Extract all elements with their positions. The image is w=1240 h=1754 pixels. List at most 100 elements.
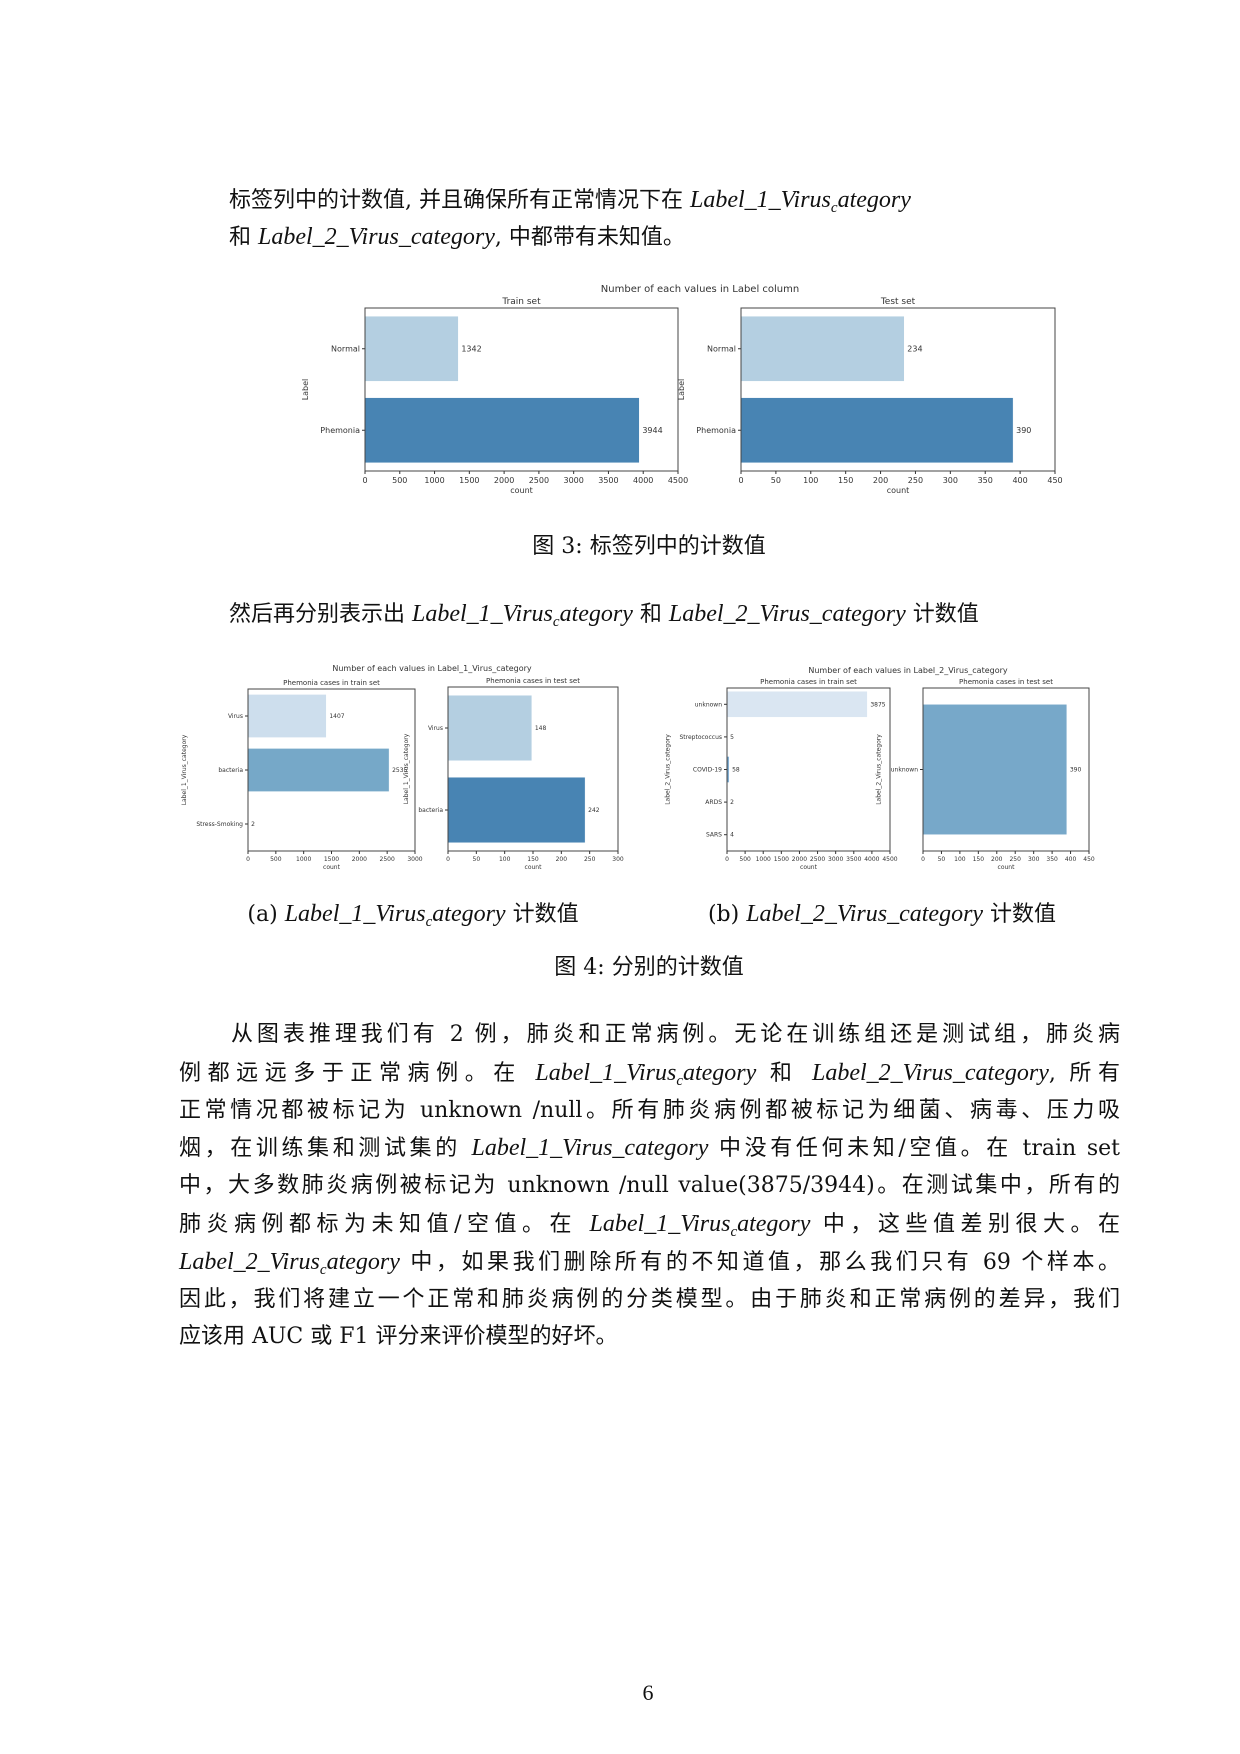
x-tick-label: 400 <box>1012 476 1027 485</box>
math-run: Label_1_Virus_category <box>471 1135 709 1162</box>
text-run: 标签列中的计数值, 并且确保所有正常情况下在 <box>229 188 690 213</box>
x-axis-label: count <box>525 864 543 871</box>
category-label: unknown <box>695 701 722 708</box>
x-axis-label: count <box>510 486 533 495</box>
x-tick-label: 300 <box>1028 856 1040 863</box>
bar <box>447 776 586 844</box>
text-run: 烟，在训练集和测试集的 <box>179 1136 472 1162</box>
x-tick-label: 350 <box>978 476 993 485</box>
x-tick-label: 0 <box>246 856 250 863</box>
text-run: 例都远远多于正常病例。在 <box>179 1060 536 1086</box>
category-label: unknown <box>891 767 918 774</box>
y-axis-label: Label_2_Virus_category <box>664 734 671 805</box>
x-axis-label: count <box>800 864 818 871</box>
math-run: Label_1_Virus <box>535 1059 677 1086</box>
value-label: 1342 <box>461 344 481 353</box>
text-run: 计数值 <box>905 602 979 627</box>
subcaption-prefix: (a) <box>247 902 285 927</box>
x-tick-label: 150 <box>527 856 539 863</box>
text-run: 中，大多数肺炎病例被标记为 unknown /null value(3875/3… <box>179 1173 1120 1199</box>
value-label: 390 <box>1016 426 1031 435</box>
math-run: Label_1_Virus <box>689 187 831 213</box>
category-label: bacteria <box>418 807 443 814</box>
x-tick-label: 2000 <box>792 856 807 863</box>
math-subscript: c <box>552 614 560 630</box>
bar <box>364 315 459 382</box>
text-run: 然后再分别表示出 <box>229 602 412 627</box>
category-label: COVID-19 <box>693 767 722 774</box>
x-axis-label: count <box>998 864 1016 871</box>
x-tick-label: 3500 <box>598 476 618 485</box>
x-tick-label: 100 <box>954 856 966 863</box>
x-tick-label: 400 <box>1065 856 1077 863</box>
value-label: 3944 <box>642 426 662 435</box>
bar <box>247 748 390 792</box>
x-tick-label: 2500 <box>810 856 825 863</box>
text-line: 应该用 AUC 或 F1 评分来评价模型的好坏。 <box>179 1322 618 1352</box>
x-tick-label: 500 <box>739 856 751 863</box>
text-run: , 所有 <box>1048 1060 1120 1086</box>
x-tick-label: 200 <box>873 476 888 485</box>
math-run: Label_1_Virus <box>412 601 553 627</box>
x-tick-label: 100 <box>803 476 818 485</box>
category-label: ARDS <box>705 799 722 806</box>
x-tick-label: 50 <box>771 476 781 485</box>
subcaption-prefix: (b) <box>707 902 747 927</box>
x-tick-label: 200 <box>556 856 568 863</box>
axes-frame <box>726 687 891 852</box>
x-tick-label: 2500 <box>529 476 549 485</box>
value-label: 390 <box>1070 767 1082 774</box>
category-label: Streptococcus <box>679 734 722 741</box>
x-tick-label: 50 <box>938 856 946 863</box>
x-tick-label: 3000 <box>563 476 583 485</box>
category-label: Normal <box>331 344 360 353</box>
x-tick-label: 2000 <box>352 856 367 863</box>
bar <box>726 691 868 718</box>
math-run: ategory <box>737 1211 811 1237</box>
subcaption-math: ategory <box>432 901 506 927</box>
x-tick-label: 300 <box>943 476 958 485</box>
value-label: 242 <box>588 807 600 814</box>
value-label: 3875 <box>870 701 885 708</box>
x-tick-label: 3000 <box>828 856 843 863</box>
subcaption-suffix: 计数值 <box>983 902 1057 927</box>
value-label: 2535 <box>392 767 407 774</box>
text-line: 肺炎病例都标为未知值/空值。在 Label_1_Viruscategory 中，… <box>179 1209 1120 1247</box>
f3-train-title: Train set <box>501 297 541 307</box>
f4-panel-title: Phemonia cases in train set <box>283 679 380 687</box>
category-label: Phemonia <box>696 426 736 435</box>
x-axis-label: count <box>323 864 341 871</box>
text-run: 因此，我们将建立一个正常和肺炎病例的分类模型。由于肺炎和正常病例的差异，我们 <box>179 1286 1120 1312</box>
y-axis-label: Label_1_Virus_category <box>403 733 410 804</box>
bar <box>447 694 533 762</box>
bar <box>740 397 1014 464</box>
text-line: 从图表推理我们有 2 例，肺炎和正常病例。无论在训练组还是测试组，肺炎病 <box>179 1020 1120 1050</box>
f3-test-title: Test set <box>880 297 916 307</box>
x-tick-label: 3000 <box>407 856 422 863</box>
x-tick-label: 450 <box>1047 476 1062 485</box>
x-tick-label: 500 <box>392 476 407 485</box>
value-label: 2 <box>251 821 255 828</box>
x-tick-label: 4500 <box>668 476 688 485</box>
value-label: 2 <box>730 799 734 806</box>
math-run: Label_2_Virus_category <box>668 601 906 627</box>
x-tick-label: 4000 <box>633 476 653 485</box>
value-label: 234 <box>907 344 922 353</box>
x-tick-label: 150 <box>838 476 853 485</box>
value-label: 148 <box>535 725 547 732</box>
category-label: Phemonia <box>320 426 360 435</box>
y-axis-label: Label_1_Virus_category <box>181 734 188 805</box>
x-tick-label: 0 <box>446 856 450 863</box>
category-label: bacteria <box>218 767 243 774</box>
text-run: 从图表推理我们有 2 例，肺炎和正常病例。无论在训练组还是测试组，肺炎病 <box>179 1022 1120 1047</box>
x-tick-label: 200 <box>991 856 1003 863</box>
axes-frame <box>740 307 1056 472</box>
subcaption-math: Label_1_Virus <box>284 901 426 927</box>
y-axis-label: Label <box>301 379 310 401</box>
f4-panel-title: Phemonia cases in test set <box>486 677 580 685</box>
x-tick-label: 1000 <box>756 856 771 863</box>
figure3-caption: 图 3: 标签列中的计数值 <box>532 534 766 559</box>
math-subscript: c <box>676 1072 683 1089</box>
x-tick-label: 0 <box>362 476 367 485</box>
text-run: 正常情况都被标记为 unknown /null。所有肺炎病例都被标记为细菌、病毒… <box>179 1097 1120 1123</box>
